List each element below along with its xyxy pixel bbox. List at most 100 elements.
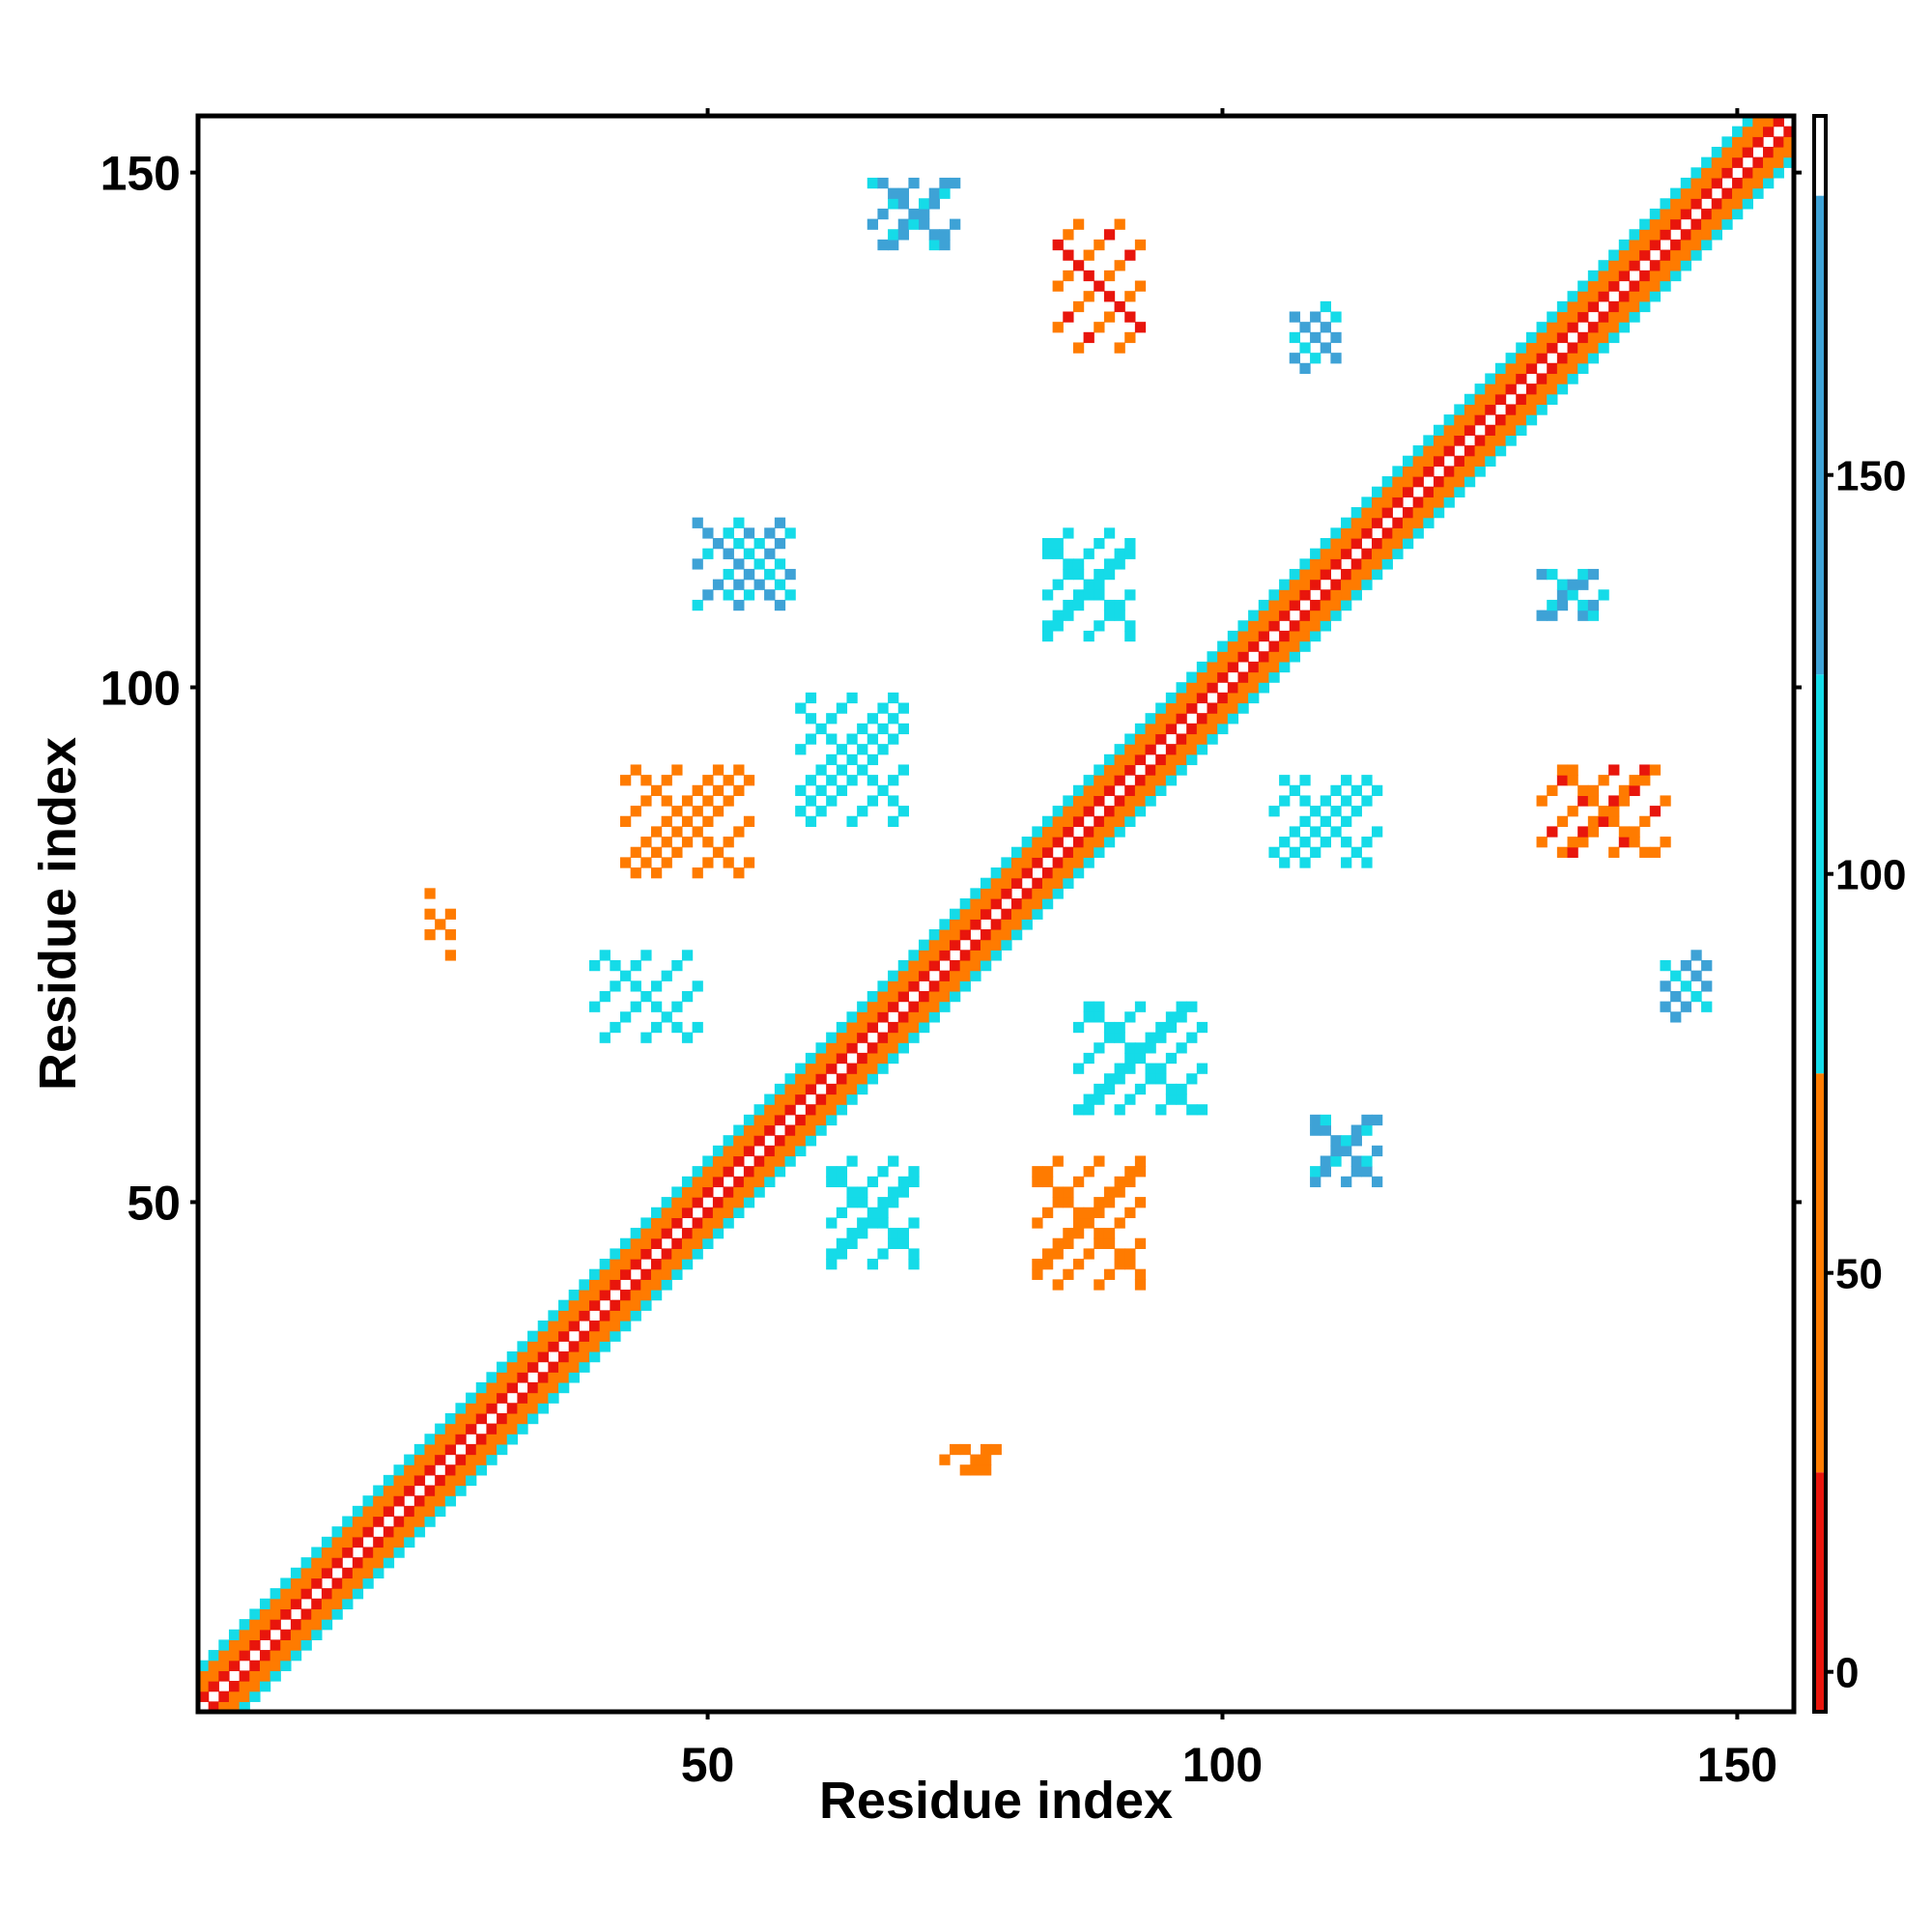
diagonal-cell bbox=[558, 1361, 570, 1373]
diagonal-cell bbox=[1320, 548, 1331, 559]
diagonal-cell bbox=[1721, 167, 1733, 179]
diagonal-cell bbox=[444, 1443, 457, 1456]
diagonal-cell bbox=[1732, 177, 1744, 189]
contact-cell bbox=[1567, 806, 1578, 817]
contact-cell bbox=[1134, 239, 1147, 251]
y-tick-label: 150 bbox=[100, 147, 181, 201]
diagonal-cell bbox=[1454, 424, 1465, 436]
diagonal-cell bbox=[1083, 784, 1094, 797]
contact-cell bbox=[1103, 1021, 1116, 1034]
diagonal-cell bbox=[455, 1474, 467, 1487]
contact-cell bbox=[1134, 1083, 1147, 1095]
diagonal-cell bbox=[362, 1567, 374, 1579]
diagonal-cell bbox=[1237, 630, 1249, 642]
diagonal-cell bbox=[1598, 331, 1609, 344]
contact-cell bbox=[1041, 1176, 1054, 1188]
diagonal-cell bbox=[208, 1670, 219, 1682]
diagonal-cell bbox=[1680, 260, 1692, 271]
diagonal-cell bbox=[1567, 362, 1578, 375]
diagonal-cell bbox=[1072, 857, 1085, 868]
diagonal-cell bbox=[393, 1464, 405, 1476]
diagonal-cell bbox=[1381, 548, 1393, 559]
contact-cell bbox=[1330, 311, 1342, 323]
contact-cell bbox=[1124, 1063, 1136, 1074]
diagonal-cell bbox=[1742, 146, 1753, 158]
diagonal-cell bbox=[506, 1423, 518, 1435]
contact-cell bbox=[1341, 815, 1352, 828]
diagonal-cell bbox=[362, 1577, 374, 1589]
diagonal-cell bbox=[702, 1166, 714, 1178]
contact-cell bbox=[1350, 1155, 1362, 1167]
diagonal-cell bbox=[795, 1124, 807, 1136]
contact-cell bbox=[1310, 806, 1321, 817]
diagonal-cell bbox=[1392, 548, 1404, 559]
diagonal-cell bbox=[300, 1639, 312, 1651]
diagonal-cell bbox=[1711, 208, 1722, 220]
contact-cell bbox=[1072, 589, 1085, 601]
contact-cell bbox=[928, 187, 940, 199]
diagonal-cell bbox=[1258, 620, 1270, 632]
diagonal-cell bbox=[1341, 527, 1352, 539]
diagonal-cell bbox=[1402, 507, 1414, 519]
contact-cell bbox=[1072, 1259, 1085, 1270]
diagonal-cell bbox=[373, 1485, 384, 1496]
diagonal-cell bbox=[743, 1124, 755, 1136]
contact-cell bbox=[888, 1228, 899, 1239]
diagonal-cell bbox=[980, 959, 992, 972]
contact-cell bbox=[692, 784, 703, 797]
contact-cell bbox=[1072, 1104, 1085, 1116]
diagonal-cell bbox=[300, 1629, 312, 1640]
diagonal-cell bbox=[1412, 517, 1424, 528]
diagonal-cell bbox=[1032, 877, 1043, 889]
contact-cell bbox=[1083, 291, 1094, 302]
diagonal-cell bbox=[1165, 713, 1178, 724]
diagonal-cell bbox=[959, 919, 971, 930]
diagonal-cell bbox=[1217, 702, 1229, 714]
diagonal-cell bbox=[630, 1299, 641, 1311]
diagonal-cell bbox=[1618, 291, 1631, 302]
contact-cell bbox=[733, 579, 745, 590]
contact-cell bbox=[640, 950, 652, 961]
diagonal-cell bbox=[1114, 775, 1125, 786]
contact-cell bbox=[1094, 579, 1105, 590]
diagonal-cell bbox=[1145, 795, 1156, 807]
diagonal-cell bbox=[1547, 384, 1558, 395]
diagonal-cell bbox=[1237, 640, 1249, 652]
contact-cell bbox=[723, 568, 734, 581]
diagonal-cell bbox=[1402, 486, 1414, 497]
contact-cell bbox=[712, 806, 724, 817]
diagonal-cell bbox=[1268, 589, 1280, 601]
contact-cell bbox=[784, 589, 796, 601]
diagonal-cell bbox=[1227, 661, 1239, 673]
diagonal-cell bbox=[383, 1485, 395, 1496]
diagonal-cell bbox=[1680, 198, 1692, 210]
diagonal-cell bbox=[1556, 311, 1569, 323]
diagonal-cell bbox=[784, 1135, 796, 1147]
diagonal-cell bbox=[1690, 177, 1702, 189]
diagonal-cell bbox=[1350, 517, 1362, 528]
diagonal-cell bbox=[1041, 898, 1054, 910]
contact-cell bbox=[1103, 1237, 1116, 1249]
diagonal-cell bbox=[826, 1083, 838, 1095]
diagonal-cell bbox=[1289, 599, 1301, 611]
diagonal-cell bbox=[517, 1412, 528, 1425]
contact-cell bbox=[846, 1197, 858, 1208]
diagonal-cell bbox=[259, 1598, 271, 1610]
contact-cell bbox=[897, 1228, 910, 1239]
contact-cell bbox=[1124, 1052, 1136, 1065]
diagonal-cell bbox=[1227, 651, 1239, 663]
diagonal-cell bbox=[1052, 877, 1064, 889]
contact-cell bbox=[1114, 1073, 1125, 1085]
diagonal-cell bbox=[239, 1619, 250, 1631]
diagonal-cell bbox=[650, 1217, 663, 1229]
diagonal-cell bbox=[435, 1443, 446, 1456]
diagonal-cell bbox=[1217, 723, 1229, 735]
contact-cell bbox=[1577, 599, 1589, 611]
diagonal-cell bbox=[548, 1320, 559, 1332]
diagonal-cell bbox=[331, 1577, 343, 1589]
contact-cell bbox=[1114, 599, 1125, 611]
contact-cell bbox=[1556, 775, 1569, 786]
diagonal-cell bbox=[1021, 888, 1033, 899]
diagonal-cell bbox=[610, 1268, 621, 1280]
diagonal-cell bbox=[1114, 826, 1125, 838]
